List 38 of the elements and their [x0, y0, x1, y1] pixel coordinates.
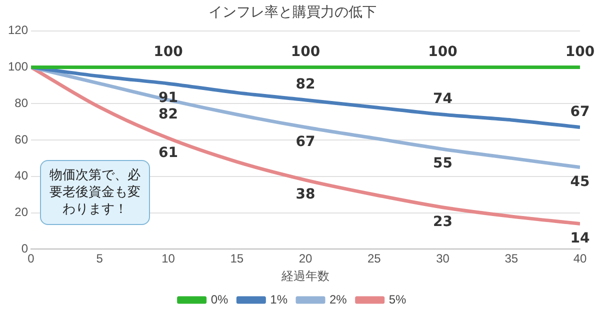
- y-tick-label: 0: [21, 242, 28, 256]
- x-tick-label: 5: [96, 252, 104, 266]
- legend-label: 1%: [270, 292, 288, 306]
- data-label: 100: [154, 44, 184, 60]
- y-tick-label: 100: [8, 60, 28, 74]
- data-label: 91: [158, 90, 178, 106]
- data-label: 82: [296, 76, 316, 93]
- data-label: 55: [433, 156, 452, 172]
- legend-label: 0%: [210, 292, 228, 306]
- data-label: 67: [570, 104, 590, 120]
- data-label: 38: [296, 186, 316, 203]
- data-label: 100: [428, 44, 458, 60]
- legend-label: 5%: [388, 292, 407, 306]
- data-label: 61: [158, 144, 178, 161]
- x-tick-label: 40: [573, 252, 587, 266]
- data-label: 45: [570, 174, 590, 190]
- y-tick-label: 80: [14, 96, 28, 110]
- x-tick-label: 20: [298, 252, 313, 266]
- data-label: 74: [433, 91, 453, 108]
- data-label: 67: [296, 134, 316, 150]
- data-label: 82: [158, 106, 178, 123]
- chart-title: インフレ率と購買力の低下: [208, 3, 376, 20]
- data-label: 100: [565, 44, 595, 60]
- x-axis-title: 経過年数: [280, 269, 330, 284]
- y-tick-label: 20: [14, 205, 28, 220]
- y-tick-label: 60: [14, 132, 28, 146]
- x-tick-label: 25: [367, 252, 382, 266]
- data-label: 14: [570, 230, 590, 246]
- annotation: 物価次第で、必要老後資金も変わります！: [40, 160, 150, 225]
- x-tick-label: 30: [436, 252, 450, 266]
- data-label: 100: [290, 44, 320, 60]
- y-tick-label: 120: [8, 23, 28, 38]
- x-tick-label: 35: [504, 252, 518, 266]
- x-tick-label: 15: [230, 252, 244, 266]
- y-tick-label: 40: [14, 168, 28, 183]
- legend-label: 2%: [330, 292, 348, 306]
- data-label: 23: [433, 214, 452, 230]
- x-tick-label: 10: [162, 252, 176, 266]
